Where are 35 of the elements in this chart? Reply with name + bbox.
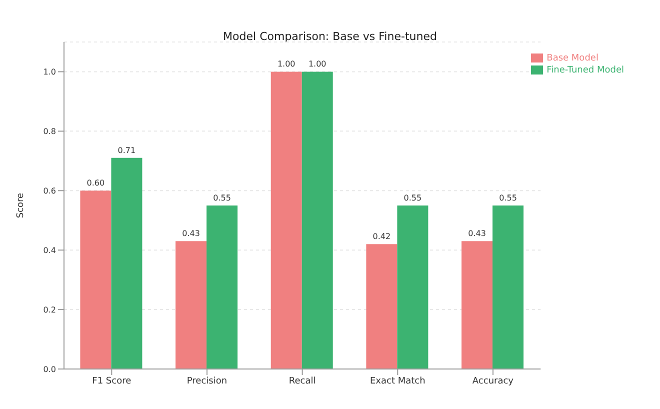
x-tick-label: Precision: [186, 376, 228, 386]
bar: [270, 72, 302, 369]
data-label: 0.71: [118, 146, 136, 155]
data-label: 0.55: [404, 194, 422, 202]
y-tick-label: 0.6: [43, 186, 56, 196]
bar: [176, 241, 207, 369]
y-tick-label: 0.2: [43, 305, 56, 314]
data-label: 1.00: [277, 60, 296, 69]
x-tick-label: Exact Match: [370, 376, 426, 386]
x-tick-label: Recall: [288, 376, 316, 386]
x-tick-label: Accuracy: [472, 376, 514, 386]
chart-title: Model Comparison: Base vs Fine-tuned: [222, 30, 438, 43]
bar: [492, 206, 524, 369]
bar: [302, 72, 333, 369]
bar: [462, 241, 493, 369]
bar: [80, 190, 112, 369]
y-tick-label: 0.8: [43, 127, 56, 136]
y-tick-label: 1.0: [43, 68, 56, 77]
data-label: 1.00: [308, 60, 326, 69]
y-tick-label: 0.4: [43, 246, 56, 255]
y-axis-title: Score: [16, 192, 26, 218]
bar: [111, 158, 142, 369]
legend-label: Fine-Tuned Model: [546, 65, 624, 76]
data-label: 0.42: [372, 232, 391, 242]
bar: [397, 206, 428, 369]
legend-label: Base Model: [546, 53, 598, 64]
x-tick-label: F1 Score: [92, 376, 132, 386]
data-label: 0.55: [499, 194, 517, 202]
bar: [206, 206, 238, 369]
data-label: 0.43: [182, 229, 200, 238]
y-tick-label: 0.0: [43, 364, 56, 374]
data-label: 0.43: [468, 229, 486, 238]
data-label: 0.55: [213, 194, 231, 202]
data-label: 0.60: [86, 178, 105, 188]
bar: [366, 244, 398, 369]
